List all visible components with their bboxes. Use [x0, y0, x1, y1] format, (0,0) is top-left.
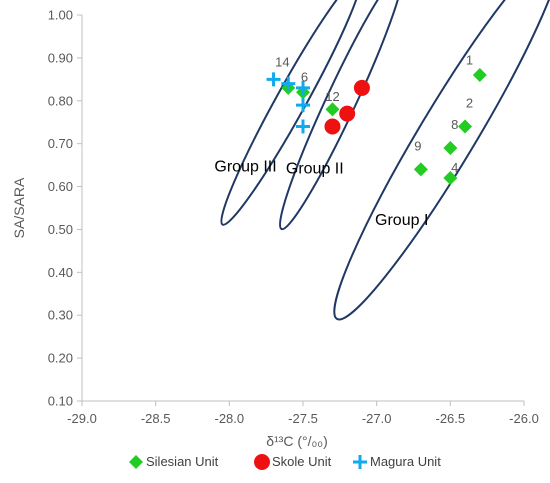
- y-tick-label: 0.20: [48, 351, 73, 366]
- point-label: 12: [325, 89, 339, 104]
- magura-point: [296, 98, 310, 113]
- skole-point: [353, 79, 370, 96]
- x-tick-label: -27.0: [362, 411, 392, 426]
- group-ellipse: [279, 0, 404, 231]
- silesian-point: [472, 68, 487, 83]
- x-tick-label: -26.0: [509, 411, 539, 426]
- data-points: [266, 68, 487, 185]
- group-ellipses: Group I Group II Group III: [214, 0, 550, 321]
- group-ellipse: [333, 0, 550, 321]
- axes: 0.10 0.20 0.30 0.40 0.50 0.60 0.70 0.80 0.90 1.00…: [48, 8, 539, 427]
- x-axis-title: δ¹³C (°/₀₀): [266, 433, 328, 449]
- magura-point: [296, 80, 310, 95]
- x-tick-label: -28.5: [141, 411, 171, 426]
- legend-marker: [353, 455, 367, 469]
- silesian-point: [413, 162, 428, 177]
- y-tick-label: 0.70: [48, 136, 73, 151]
- point-label: 2: [466, 95, 473, 110]
- y-tick-label: 0.50: [48, 222, 73, 237]
- silesian-point: [443, 140, 458, 155]
- point-label: 9: [414, 138, 421, 153]
- skole-point: [324, 118, 341, 135]
- legend: Silesian Unit Skole Unit Magura Unit: [129, 454, 441, 470]
- magura-point: [281, 76, 296, 91]
- x-tick-label: -29.0: [67, 411, 97, 426]
- y-tick-label: 0.60: [48, 179, 73, 194]
- x-tick-label: -27.5: [288, 411, 318, 426]
- silesian-point: [443, 170, 458, 185]
- x-tick-label: -26.5: [436, 411, 466, 426]
- y-tick-label: 0.30: [48, 308, 73, 323]
- point-label: 4: [451, 160, 458, 175]
- legend-label: Magura Unit: [370, 454, 441, 469]
- silesian-point: [325, 102, 340, 117]
- y-tick-label: 0.10: [48, 394, 73, 409]
- group-label: Group I: [375, 212, 428, 229]
- y-tick-label: 0.80: [48, 93, 73, 108]
- y-tick-label: 0.40: [48, 265, 73, 280]
- legend-marker: [254, 454, 270, 470]
- point-label: 6: [301, 70, 308, 85]
- magura-point: [266, 72, 281, 87]
- skole-point: [339, 105, 356, 122]
- group-label: Group II: [286, 161, 344, 178]
- magura-point: [296, 119, 310, 134]
- silesian-point: [458, 119, 473, 134]
- x-tick-label: -28.0: [215, 411, 245, 426]
- legend-marker: [129, 455, 143, 469]
- y-axis-title: SA/SARA: [11, 177, 27, 238]
- legend-label: Silesian Unit: [146, 454, 219, 469]
- group-label: Group III: [214, 159, 276, 176]
- point-label: 14: [275, 55, 289, 70]
- y-tick-label: 1.00: [48, 8, 73, 23]
- point-label: 8: [451, 117, 458, 132]
- point-label: 1: [466, 53, 473, 68]
- legend-label: Skole Unit: [272, 454, 332, 469]
- y-tick-label: 0.90: [48, 50, 73, 65]
